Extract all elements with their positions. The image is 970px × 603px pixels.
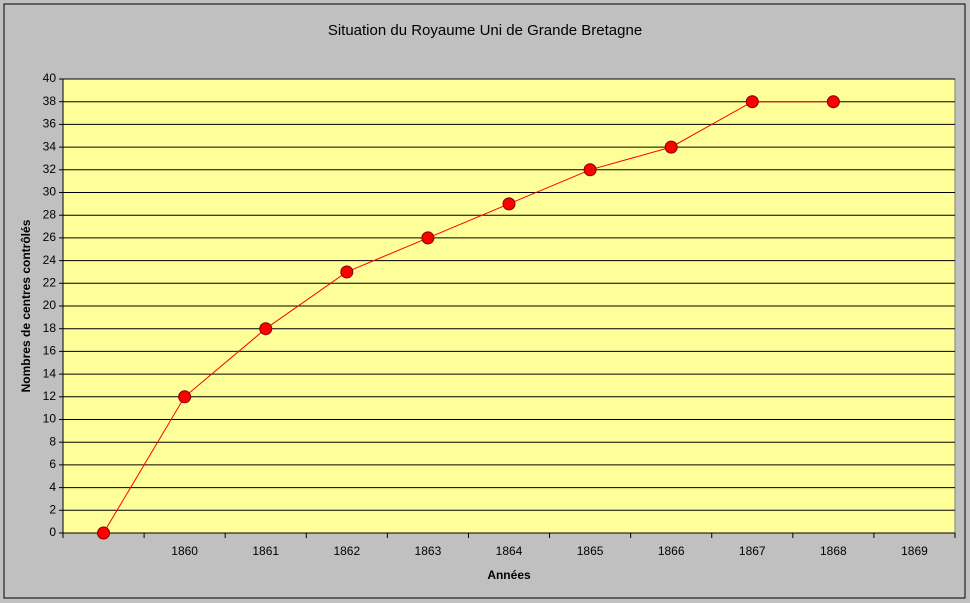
y-tick-label: 14 (43, 366, 57, 380)
y-tick-label: 26 (43, 230, 57, 244)
y-tick-label: 4 (49, 480, 56, 494)
series-line (103, 101, 834, 534)
data-point (178, 390, 192, 404)
y-tick-label: 10 (43, 412, 57, 426)
y-tick-label: 2 (49, 502, 56, 516)
y-tick-label: 0 (49, 525, 56, 539)
data-point (502, 197, 516, 211)
y-tick-label: 8 (49, 434, 56, 448)
x-tick-label: 1865 (577, 544, 604, 558)
x-tick-label: 1867 (739, 544, 766, 558)
y-tick-label: 28 (43, 207, 57, 221)
y-axis-title: Nombres de centres contrôlés (19, 219, 33, 392)
y-tick-label: 20 (43, 298, 57, 312)
y-tick-label: 32 (43, 162, 57, 176)
x-tick-label: 1864 (496, 544, 523, 558)
x-tick-label: 1868 (820, 544, 847, 558)
data-point (259, 322, 273, 336)
x-axis-title: Années (487, 568, 531, 582)
y-tick-label: 30 (43, 185, 57, 199)
x-tick-label: 1869 (901, 544, 928, 558)
data-point (340, 265, 354, 279)
x-tick-label: 1866 (658, 544, 685, 558)
y-tick-label: 24 (43, 253, 57, 267)
data-point (97, 526, 111, 540)
y-tick-label: 36 (43, 117, 57, 131)
chart-title: Situation du Royaume Uni de Grande Breta… (328, 22, 642, 39)
y-tick-label: 22 (43, 275, 57, 289)
y-tick-label: 38 (43, 94, 57, 108)
y-tick-label: 12 (43, 389, 57, 403)
data-point (421, 231, 435, 245)
y-tick-label: 16 (43, 344, 57, 358)
y-tick-label: 34 (43, 139, 57, 153)
data-point (826, 95, 840, 109)
x-tick-label: 1862 (333, 544, 360, 558)
y-tick-label: 6 (49, 457, 56, 471)
y-tick-label: 18 (43, 321, 57, 335)
data-point (583, 163, 597, 177)
x-tick-label: 1863 (415, 544, 442, 558)
data-point (745, 95, 759, 109)
data-point (664, 140, 678, 154)
x-tick-label: 1860 (171, 544, 198, 558)
x-tick-label: 1861 (252, 544, 279, 558)
y-tick-label: 40 (43, 71, 57, 85)
